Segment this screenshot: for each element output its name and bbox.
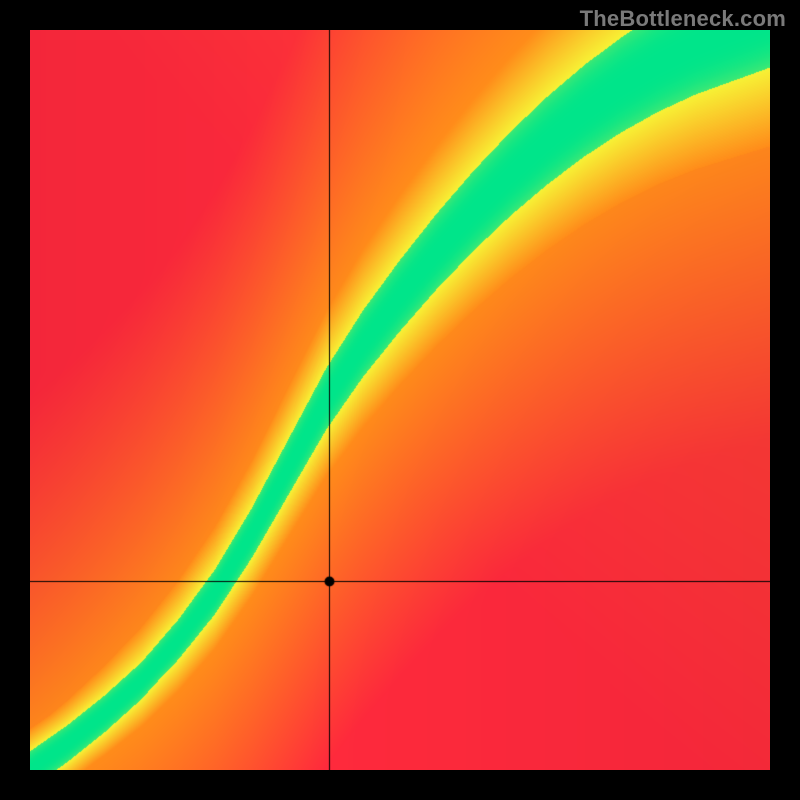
heatmap-canvas [30,30,770,770]
watermark-text: TheBottleneck.com [580,6,786,32]
bottleneck-heatmap [30,30,770,770]
